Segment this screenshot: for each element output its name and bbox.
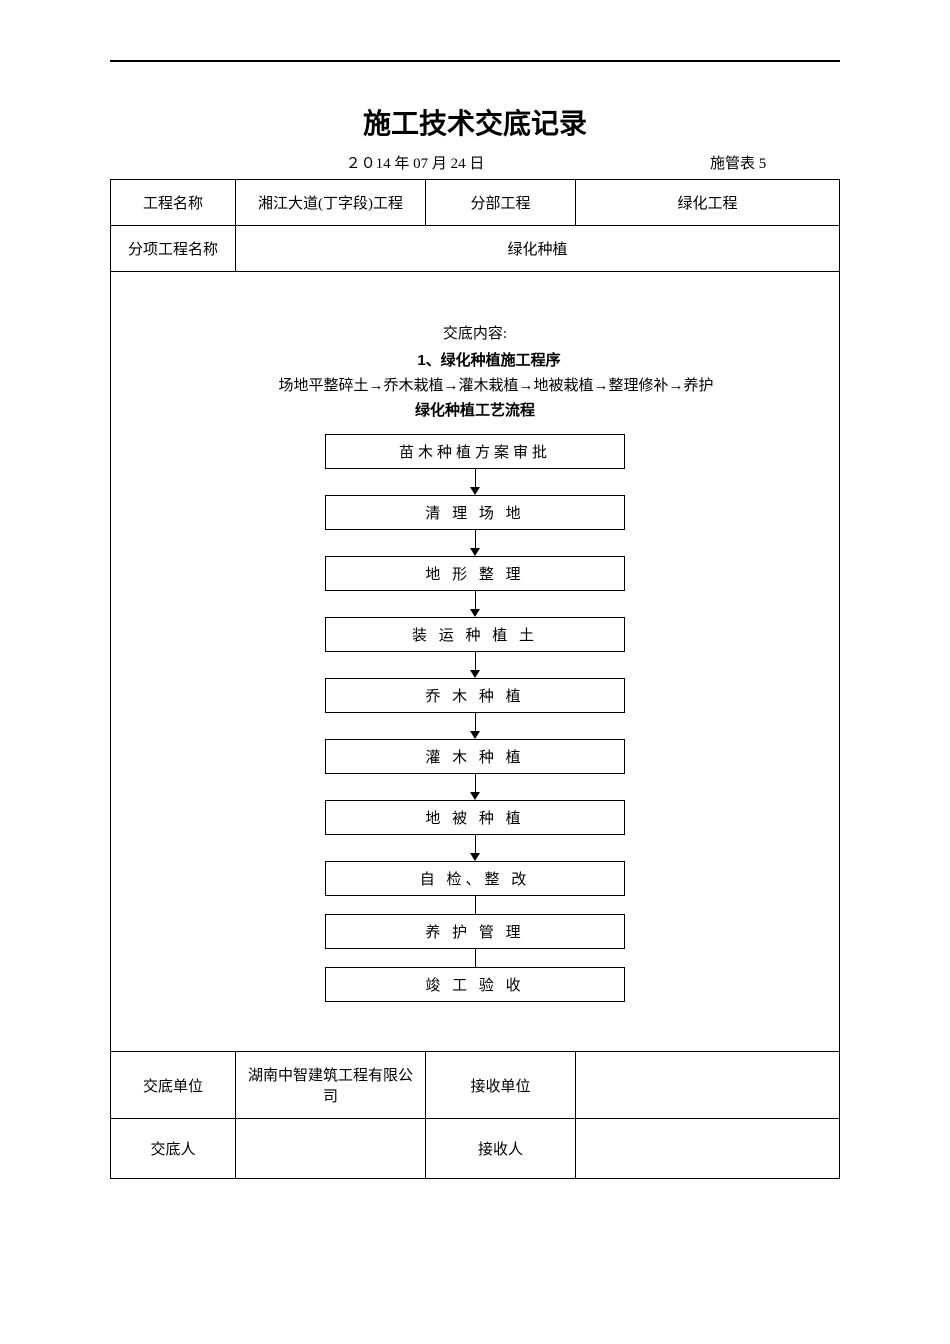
flow-arrow-icon	[470, 469, 480, 495]
flow-line-icon	[475, 896, 476, 914]
flow-arrow-icon	[470, 652, 480, 678]
receive-unit-value	[576, 1052, 840, 1119]
content-heading: 交底内容:	[119, 322, 831, 343]
flow-step: 地 被 种 植	[325, 800, 625, 835]
flow-step: 苗木种植方案审批	[325, 434, 625, 469]
flow-step: 乔 木 种 植	[325, 678, 625, 713]
flow-arrow-icon	[470, 713, 480, 739]
discloser-value	[236, 1119, 426, 1179]
flow-step: 灌 木 种 植	[325, 739, 625, 774]
flow-arrow-icon	[470, 530, 480, 556]
subitem-label: 分项工程名称	[111, 226, 236, 272]
project-value: 湘江大道(丁字段)工程	[236, 180, 426, 226]
flowchart: 苗木种植方案审批 清 理 场 地 地 形 整 理 装 运 种 植 土 乔 木 种…	[119, 434, 831, 1002]
subitem-value: 绿化种植	[236, 226, 840, 272]
receiver-value	[576, 1119, 840, 1179]
disclose-unit-value: 湖南中智建筑工程有限公司	[236, 1052, 426, 1119]
section-value: 绿化工程	[576, 180, 840, 226]
section-label: 分部工程	[426, 180, 576, 226]
page-title: 施工技术交底记录	[110, 102, 840, 142]
section1-title: 1、绿化种植施工程序	[119, 349, 831, 370]
receiver-label: 接收人	[426, 1119, 576, 1179]
disclose-unit-label: 交底单位	[111, 1052, 236, 1119]
main-table: 工程名称 湘江大道(丁字段)工程 分部工程 绿化工程 分项工程名称 绿化种植 交…	[110, 179, 840, 1179]
discloser-label: 交底人	[111, 1119, 236, 1179]
flow-arrow-icon	[470, 591, 480, 617]
receive-unit-label: 接收单位	[426, 1052, 576, 1119]
flow-step: 地 形 整 理	[325, 556, 625, 591]
flow-arrow-icon	[470, 835, 480, 861]
flow-step: 装 运 种 植 土	[325, 617, 625, 652]
flow-arrow-icon	[470, 774, 480, 800]
top-rule	[110, 60, 840, 62]
flow-step: 养 护 管 理	[325, 914, 625, 949]
flow-step: 清 理 场 地	[325, 495, 625, 530]
flow-step: 自 检、整 改	[325, 861, 625, 896]
project-label: 工程名称	[111, 180, 236, 226]
subheader: ２０14 年 07 月 24 日 施管表 5	[110, 152, 840, 179]
form-number: 施管表 5	[710, 152, 830, 173]
content-cell: 交底内容: 1、绿化种植施工程序 场地平整碎土→乔木栽植→灌木栽植→地被栽植→整…	[111, 272, 840, 1052]
flow-title: 绿化种植工艺流程	[119, 399, 831, 420]
flow-line-icon	[475, 949, 476, 967]
section1-body: 场地平整碎土→乔木栽植→灌木栽植→地被栽植→整理修补→养护	[119, 374, 831, 395]
date-text: ２０14 年 07 月 24 日	[120, 152, 710, 173]
flow-step: 竣 工 验 收	[325, 967, 625, 1002]
